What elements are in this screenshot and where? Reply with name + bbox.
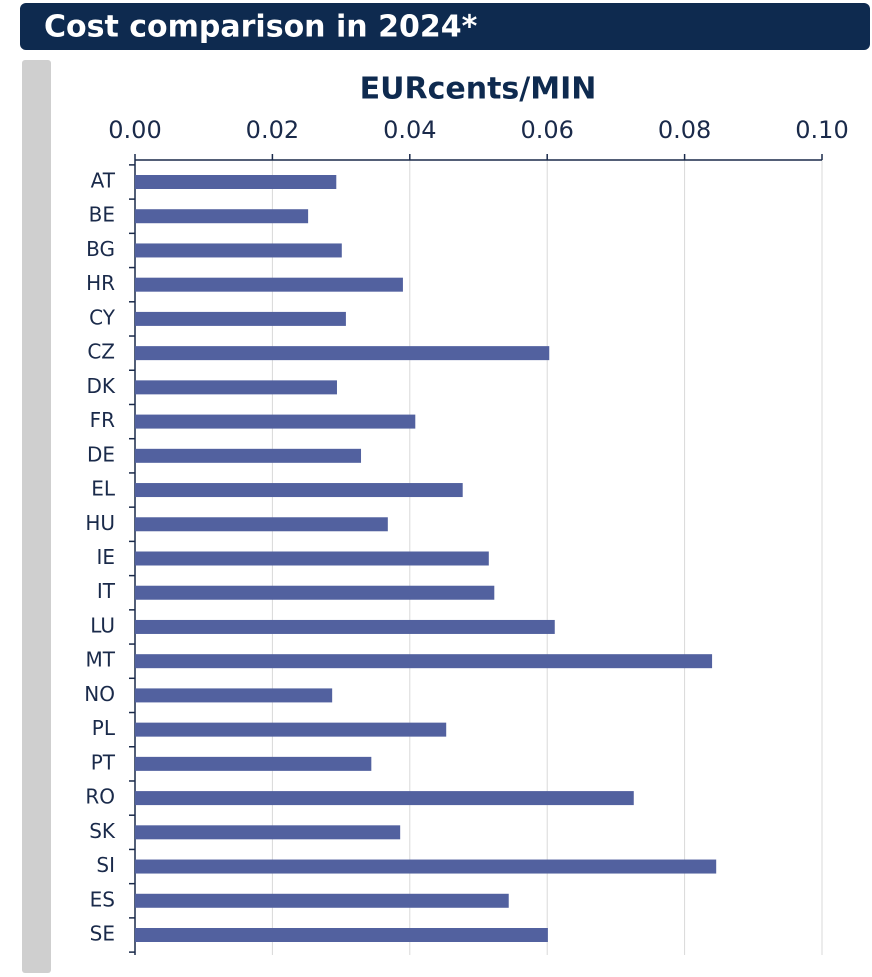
y-tick-label: RO (85, 785, 115, 809)
y-tick-label: IT (97, 579, 116, 603)
bar (135, 448, 362, 463)
y-tick-label: LU (90, 613, 115, 637)
bar (135, 756, 372, 771)
chart-title: Cost comparison in 2024* (44, 10, 478, 45)
bar (135, 791, 634, 806)
bar (135, 551, 489, 566)
y-tick-label: HR (86, 271, 115, 295)
y-tick-label: SE (90, 922, 115, 946)
bar (135, 722, 447, 737)
bar (135, 893, 509, 908)
bar (135, 654, 713, 669)
x-tick-label: 0.02 (246, 116, 299, 144)
bar (135, 859, 717, 874)
y-tick-label: DK (86, 374, 115, 398)
y-tick-label: PL (92, 716, 116, 740)
y-tick-label: ES (90, 887, 115, 911)
y-tick-label: BE (89, 203, 115, 227)
x-tick-label: 0.06 (520, 116, 573, 144)
bar (135, 688, 333, 703)
y-tick-label: CY (89, 305, 116, 329)
y-tick-label: IE (96, 545, 115, 569)
y-tick-label: AT (91, 169, 116, 193)
bar (135, 619, 555, 634)
y-tick-label: MT (86, 648, 116, 672)
x-tick-label: 0.00 (108, 116, 161, 144)
bar (135, 277, 403, 292)
y-tick-label: SK (89, 819, 116, 843)
bar (135, 585, 495, 600)
x-tick-label: 0.04 (383, 116, 436, 144)
bar (135, 346, 550, 361)
y-tick-label: FR (90, 408, 116, 432)
bar (135, 414, 416, 429)
y-tick-label: NO (84, 682, 115, 706)
y-tick-label: HU (85, 511, 115, 535)
x-tick-label: 0.08 (658, 116, 711, 144)
bar (135, 209, 309, 224)
bar (135, 483, 463, 498)
y-tick-label: DE (87, 442, 115, 466)
side-bar (22, 60, 51, 973)
bar (135, 928, 548, 942)
y-tick-label: SI (96, 853, 115, 877)
bar (135, 175, 337, 189)
bar (135, 825, 401, 840)
bar (135, 243, 342, 258)
y-tick-label: CZ (87, 340, 115, 364)
bar (135, 517, 388, 532)
y-tick-label: EL (91, 477, 116, 501)
bar (135, 311, 346, 326)
axis-title: EURcents/MIN (360, 72, 597, 107)
x-tick-label: 0.10 (795, 116, 848, 144)
y-tick-label: PT (91, 750, 116, 774)
title-banner (20, 3, 870, 50)
y-tick-label: BG (86, 237, 115, 261)
bar (135, 380, 337, 395)
